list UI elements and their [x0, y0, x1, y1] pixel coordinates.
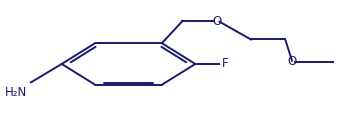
- Text: O: O: [288, 55, 297, 68]
- Text: H₂N: H₂N: [5, 86, 27, 99]
- Text: O: O: [212, 15, 221, 28]
- Text: F: F: [222, 57, 229, 70]
